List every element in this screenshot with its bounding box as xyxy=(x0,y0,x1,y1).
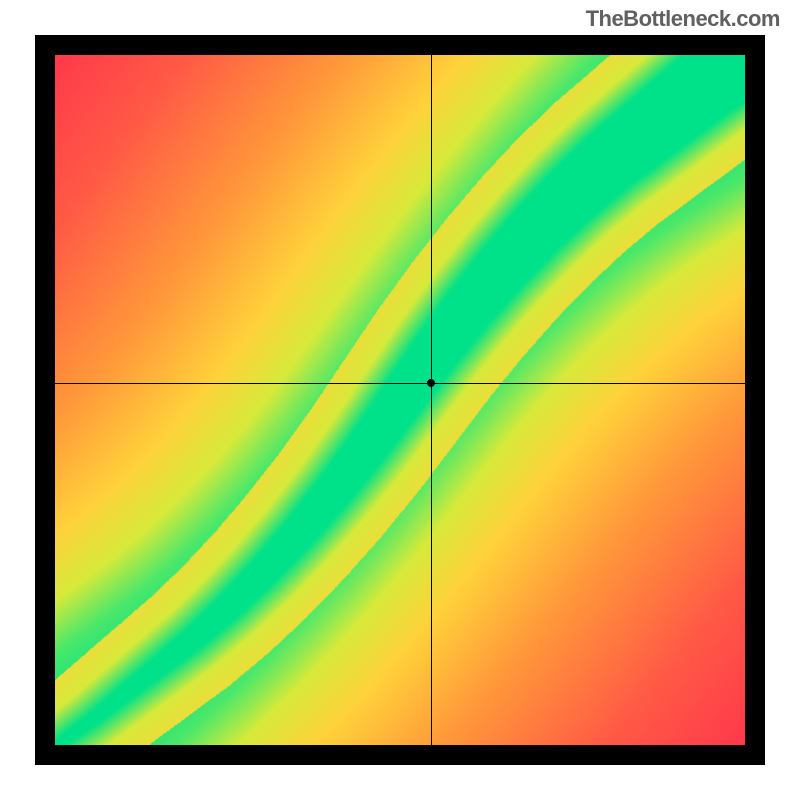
plot-area xyxy=(55,55,745,745)
crosshair-vertical xyxy=(431,55,432,745)
crosshair-marker xyxy=(427,379,435,387)
chart-container: TheBottleneck.com xyxy=(0,0,800,800)
watermark-text: TheBottleneck.com xyxy=(586,6,780,32)
crosshair-horizontal xyxy=(55,383,745,384)
chart-frame xyxy=(35,35,765,765)
heatmap-canvas xyxy=(55,55,745,745)
